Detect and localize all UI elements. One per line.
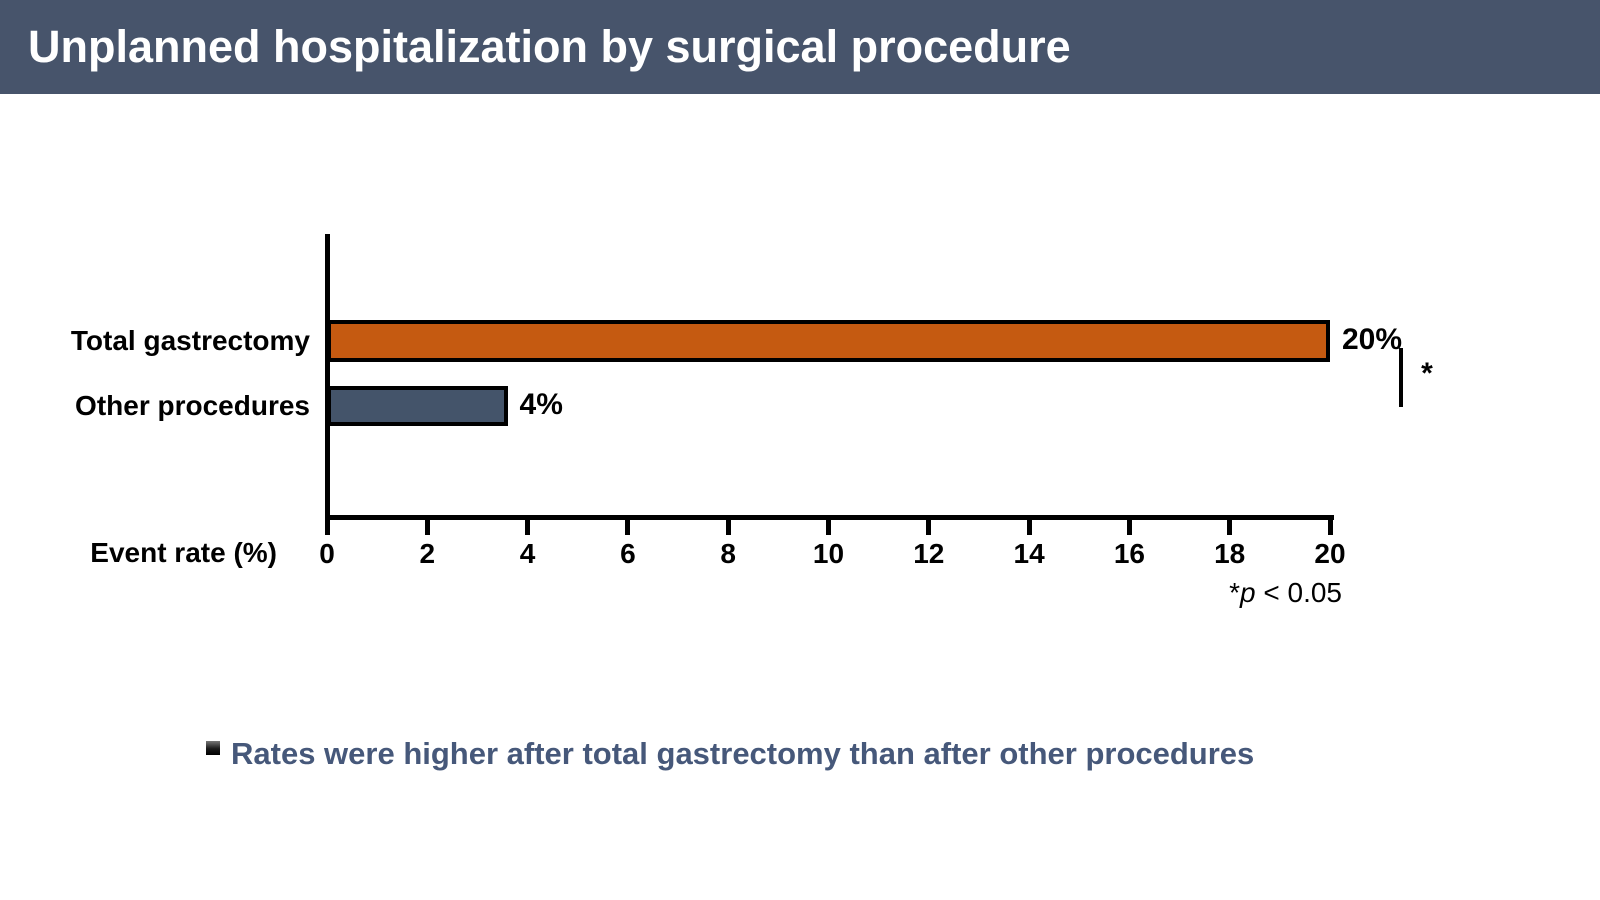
significance-bracket-line	[1399, 348, 1403, 407]
x-tick	[926, 520, 932, 535]
x-tick-label: 8	[720, 538, 736, 569]
x-tick-label: 4	[519, 538, 536, 569]
bar	[327, 386, 508, 426]
significance-note: *p < 0.05	[1042, 577, 1342, 609]
x-tick-label: 10	[812, 538, 845, 569]
slide-header: Unplanned hospitalization by surgical pr…	[0, 0, 1600, 94]
x-tick-label: 2	[419, 538, 436, 569]
x-tick	[424, 520, 430, 535]
x-tick	[525, 520, 531, 535]
x-axis-line	[325, 515, 1334, 520]
significance-asterisk: *	[1421, 357, 1433, 390]
x-tick	[1227, 520, 1233, 535]
x-tick	[1026, 520, 1032, 535]
bar-value-label: 4%	[519, 388, 563, 421]
x-tick	[1126, 520, 1132, 535]
x-tick-label: 16	[1113, 538, 1145, 569]
x-tick-label: 0	[319, 538, 335, 569]
x-tick	[625, 520, 631, 535]
bar	[327, 320, 1330, 362]
significance-note-star: *	[1229, 577, 1241, 608]
significance-note-p: p	[1240, 577, 1256, 608]
square-bullet-icon	[206, 741, 220, 755]
x-tick	[1327, 520, 1333, 535]
significance-note-rest: < 0.05	[1255, 577, 1342, 608]
x-tick-label: 6	[620, 538, 636, 569]
x-tick-label: 20	[1314, 538, 1346, 569]
takeaway-bullet: Rates were higher after total gastrectom…	[206, 732, 1254, 776]
x-tick	[324, 520, 330, 535]
y-axis-line	[325, 234, 330, 520]
x-tick	[826, 520, 831, 535]
x-tick-label: 12	[913, 538, 945, 569]
bar-value-label: 20%	[1342, 323, 1403, 356]
category-label: Other procedures	[75, 390, 310, 421]
x-tick-label: 18	[1214, 538, 1246, 569]
x-tick	[725, 520, 731, 535]
slide-title: Unplanned hospitalization by surgical pr…	[28, 21, 1071, 72]
takeaway-text: Rates were higher after total gastrectom…	[231, 736, 1255, 771]
x-tick-label: 14	[1013, 538, 1045, 569]
category-label: Total gastrectomy	[70, 325, 310, 356]
x-axis-title: Event rate (%)	[90, 537, 277, 568]
